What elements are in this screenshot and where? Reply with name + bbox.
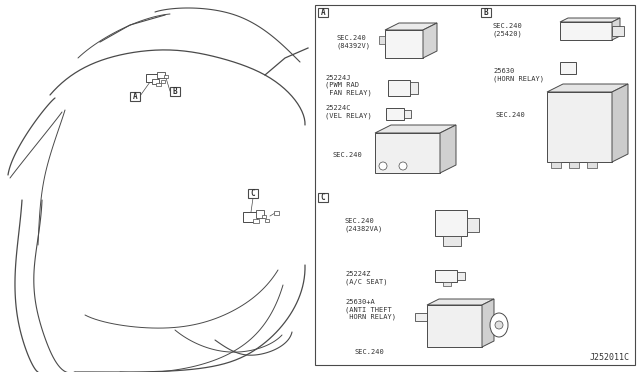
Bar xyxy=(612,26,624,36)
Text: A: A xyxy=(132,92,138,101)
Bar xyxy=(379,36,385,44)
Text: A: A xyxy=(321,8,325,17)
Bar xyxy=(253,219,259,223)
Text: J252011C: J252011C xyxy=(590,353,630,362)
Polygon shape xyxy=(385,23,437,30)
Polygon shape xyxy=(440,125,456,173)
Text: B: B xyxy=(173,87,177,96)
Bar xyxy=(388,80,410,96)
Bar xyxy=(243,212,257,222)
Bar xyxy=(130,92,140,101)
Bar xyxy=(146,74,158,82)
Polygon shape xyxy=(547,84,628,92)
Circle shape xyxy=(399,162,407,170)
Bar xyxy=(170,87,180,96)
Polygon shape xyxy=(482,299,494,347)
Text: SEC.240
(24382VA): SEC.240 (24382VA) xyxy=(345,218,383,232)
Bar xyxy=(386,108,404,120)
Bar xyxy=(467,218,479,232)
Text: SEC.240: SEC.240 xyxy=(355,349,385,355)
Text: SEC.240: SEC.240 xyxy=(333,152,363,158)
Bar xyxy=(443,236,461,246)
Bar xyxy=(569,162,579,168)
Polygon shape xyxy=(612,84,628,162)
Circle shape xyxy=(495,321,503,329)
Bar xyxy=(443,282,451,286)
Bar xyxy=(265,219,269,222)
Bar xyxy=(274,211,279,215)
Bar xyxy=(587,162,597,168)
Text: SEC.240
(25420): SEC.240 (25420) xyxy=(493,23,523,37)
Bar xyxy=(152,79,159,84)
Text: C: C xyxy=(321,193,325,202)
Bar xyxy=(262,215,266,218)
Bar xyxy=(404,110,411,118)
Bar xyxy=(551,162,561,168)
Polygon shape xyxy=(375,125,456,133)
Text: SEC.240: SEC.240 xyxy=(496,112,525,118)
Polygon shape xyxy=(375,133,440,173)
Text: SEC.240
(84392V): SEC.240 (84392V) xyxy=(337,35,371,49)
Bar xyxy=(457,272,465,280)
Bar xyxy=(164,75,168,78)
Polygon shape xyxy=(560,22,612,40)
Text: 25224J
(PWM RAD
 FAN RELAY): 25224J (PWM RAD FAN RELAY) xyxy=(325,74,372,96)
Bar xyxy=(318,8,328,17)
Bar xyxy=(560,62,576,74)
Bar xyxy=(318,193,328,202)
Bar xyxy=(481,8,491,17)
Ellipse shape xyxy=(490,313,508,337)
Polygon shape xyxy=(612,18,620,40)
Bar xyxy=(415,313,427,321)
Polygon shape xyxy=(547,92,612,162)
Bar xyxy=(248,189,258,198)
Text: B: B xyxy=(484,8,488,17)
Bar xyxy=(410,82,418,94)
Bar xyxy=(256,210,264,218)
Bar xyxy=(157,72,165,78)
Polygon shape xyxy=(427,299,494,305)
Bar xyxy=(435,210,467,236)
Polygon shape xyxy=(423,23,437,58)
Text: 25224C
(VEL RELAY): 25224C (VEL RELAY) xyxy=(325,105,372,119)
Bar xyxy=(435,270,457,282)
Bar xyxy=(315,5,635,365)
Bar xyxy=(161,80,165,83)
Bar xyxy=(156,83,161,86)
Text: 25630+A
(ANTI THEFT
 HORN RELAY): 25630+A (ANTI THEFT HORN RELAY) xyxy=(345,299,396,321)
Circle shape xyxy=(379,162,387,170)
Polygon shape xyxy=(385,30,423,58)
Polygon shape xyxy=(427,305,482,347)
Polygon shape xyxy=(560,18,620,22)
Text: 25224Z
(A/C SEAT): 25224Z (A/C SEAT) xyxy=(345,271,387,285)
Text: 25630
(HORN RELAY): 25630 (HORN RELAY) xyxy=(493,68,544,82)
Text: C: C xyxy=(251,189,255,198)
